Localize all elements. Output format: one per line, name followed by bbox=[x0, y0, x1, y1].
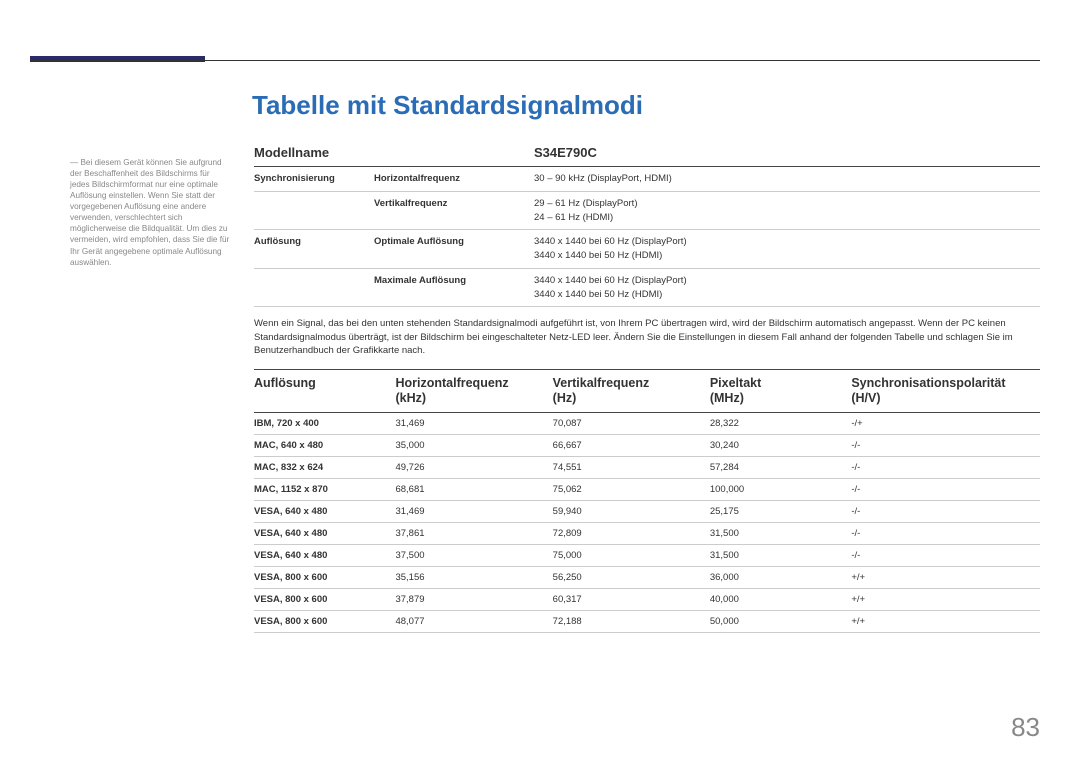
signal-cell: VESA, 640 x 480 bbox=[254, 545, 395, 567]
spec-row-value: 30 – 90 kHz (DisplayPort, HDMI) bbox=[534, 167, 1040, 192]
signal-cell: 100,000 bbox=[710, 479, 851, 501]
spec-row-label bbox=[254, 268, 374, 307]
signal-cell: 28,322 bbox=[710, 413, 851, 435]
top-rule bbox=[30, 60, 1040, 61]
signal-col-header: Vertikalfrequenz(Hz) bbox=[553, 370, 710, 413]
signal-cell: -/- bbox=[851, 501, 1040, 523]
signal-cell: MAC, 1152 x 870 bbox=[254, 479, 395, 501]
spec-row-sub: Horizontalfrequenz bbox=[374, 167, 534, 192]
signal-cell: VESA, 640 x 480 bbox=[254, 523, 395, 545]
spec-header-right: S34E790C bbox=[534, 139, 1040, 167]
signal-cell: 72,809 bbox=[553, 523, 710, 545]
signal-col-header: Pixeltakt(MHz) bbox=[710, 370, 851, 413]
signal-col-header: Synchronisationspolarität(H/V) bbox=[851, 370, 1040, 413]
signal-cell: 59,940 bbox=[553, 501, 710, 523]
signal-col-header: Auflösung bbox=[254, 370, 395, 413]
signal-cell: 36,000 bbox=[710, 567, 851, 589]
signal-cell: 35,156 bbox=[395, 567, 552, 589]
signal-cell: -/- bbox=[851, 545, 1040, 567]
spec-row-sub: Vertikalfrequenz bbox=[374, 191, 534, 230]
signal-cell: 75,062 bbox=[553, 479, 710, 501]
spec-row-value: 3440 x 1440 bei 60 Hz (DisplayPort)3440 … bbox=[534, 230, 1040, 269]
signal-cell: VESA, 800 x 600 bbox=[254, 611, 395, 633]
signal-cell: 68,681 bbox=[395, 479, 552, 501]
signal-cell: 60,317 bbox=[553, 589, 710, 611]
signal-cell: 31,500 bbox=[710, 523, 851, 545]
spec-table: Modellname S34E790C SynchronisierungHori… bbox=[254, 139, 1040, 307]
table-row: VESA, 800 x 60037,87960,31740,000+/+ bbox=[254, 589, 1040, 611]
signal-cell: VESA, 800 x 600 bbox=[254, 589, 395, 611]
signal-cell: -/- bbox=[851, 435, 1040, 457]
signal-cell: 57,284 bbox=[710, 457, 851, 479]
table-row: MAC, 640 x 48035,00066,66730,240-/- bbox=[254, 435, 1040, 457]
table-row: VESA, 640 x 48031,46959,94025,175-/- bbox=[254, 501, 1040, 523]
signal-cell: 75,000 bbox=[553, 545, 710, 567]
table-row: IBM, 720 x 40031,46970,08728,322-/+ bbox=[254, 413, 1040, 435]
spec-row-sub: Optimale Auflösung bbox=[374, 230, 534, 269]
signal-cell: IBM, 720 x 400 bbox=[254, 413, 395, 435]
signal-cell: +/+ bbox=[851, 611, 1040, 633]
signal-cell: +/+ bbox=[851, 567, 1040, 589]
table-row: MAC, 832 x 62449,72674,55157,284-/- bbox=[254, 457, 1040, 479]
signal-cell: 74,551 bbox=[553, 457, 710, 479]
table-row: VESA, 800 x 60035,15656,25036,000+/+ bbox=[254, 567, 1040, 589]
spec-row-sub: Maximale Auflösung bbox=[374, 268, 534, 307]
signal-cell: 40,000 bbox=[710, 589, 851, 611]
signal-cell: 37,500 bbox=[395, 545, 552, 567]
content: Modellname S34E790C SynchronisierungHori… bbox=[254, 139, 1040, 633]
layout: ― Bei diesem Gerät können Sie aufgrund d… bbox=[70, 139, 1040, 633]
signal-cell: -/- bbox=[851, 523, 1040, 545]
page-number: 83 bbox=[1011, 712, 1040, 743]
signal-cell: +/+ bbox=[851, 589, 1040, 611]
signal-cell: 31,500 bbox=[710, 545, 851, 567]
table-row: VESA, 640 x 48037,50075,00031,500-/- bbox=[254, 545, 1040, 567]
spec-header-left: Modellname bbox=[254, 139, 534, 167]
spec-row-label: Synchronisierung bbox=[254, 167, 374, 192]
side-note: ― Bei diesem Gerät können Sie aufgrund d… bbox=[70, 139, 230, 633]
signal-cell: 30,240 bbox=[710, 435, 851, 457]
signal-cell: 31,469 bbox=[395, 413, 552, 435]
page-title: Tabelle mit Standardsignalmodi bbox=[252, 90, 1040, 121]
signal-cell: 50,000 bbox=[710, 611, 851, 633]
signal-cell: 31,469 bbox=[395, 501, 552, 523]
signal-cell: 37,879 bbox=[395, 589, 552, 611]
signal-cell: 37,861 bbox=[395, 523, 552, 545]
spec-row-value: 3440 x 1440 bei 60 Hz (DisplayPort)3440 … bbox=[534, 268, 1040, 307]
signal-cell: VESA, 800 x 600 bbox=[254, 567, 395, 589]
signal-col-header: Horizontalfrequenz(kHz) bbox=[395, 370, 552, 413]
signal-cell: 48,077 bbox=[395, 611, 552, 633]
spec-row-label: Auflösung bbox=[254, 230, 374, 269]
accent-bar bbox=[30, 56, 205, 62]
signal-cell: 35,000 bbox=[395, 435, 552, 457]
signal-cell: 66,667 bbox=[553, 435, 710, 457]
note-paragraph: Wenn ein Signal, das bei den unten stehe… bbox=[254, 317, 1040, 357]
signal-cell: 72,188 bbox=[553, 611, 710, 633]
signal-cell: -/- bbox=[851, 479, 1040, 501]
signal-cell: 56,250 bbox=[553, 567, 710, 589]
signal-cell: -/- bbox=[851, 457, 1040, 479]
signal-table: AuflösungHorizontalfrequenz(kHz)Vertikal… bbox=[254, 369, 1040, 633]
signal-cell: VESA, 640 x 480 bbox=[254, 501, 395, 523]
signal-cell: -/+ bbox=[851, 413, 1040, 435]
signal-cell: 49,726 bbox=[395, 457, 552, 479]
table-row: MAC, 1152 x 87068,68175,062100,000-/- bbox=[254, 479, 1040, 501]
table-row: VESA, 800 x 60048,07772,18850,000+/+ bbox=[254, 611, 1040, 633]
signal-cell: 25,175 bbox=[710, 501, 851, 523]
signal-cell: MAC, 832 x 624 bbox=[254, 457, 395, 479]
signal-cell: MAC, 640 x 480 bbox=[254, 435, 395, 457]
spec-row-label bbox=[254, 191, 374, 230]
spec-row-value: 29 – 61 Hz (DisplayPort)24 – 61 Hz (HDMI… bbox=[534, 191, 1040, 230]
table-row: VESA, 640 x 48037,86172,80931,500-/- bbox=[254, 523, 1040, 545]
signal-cell: 70,087 bbox=[553, 413, 710, 435]
